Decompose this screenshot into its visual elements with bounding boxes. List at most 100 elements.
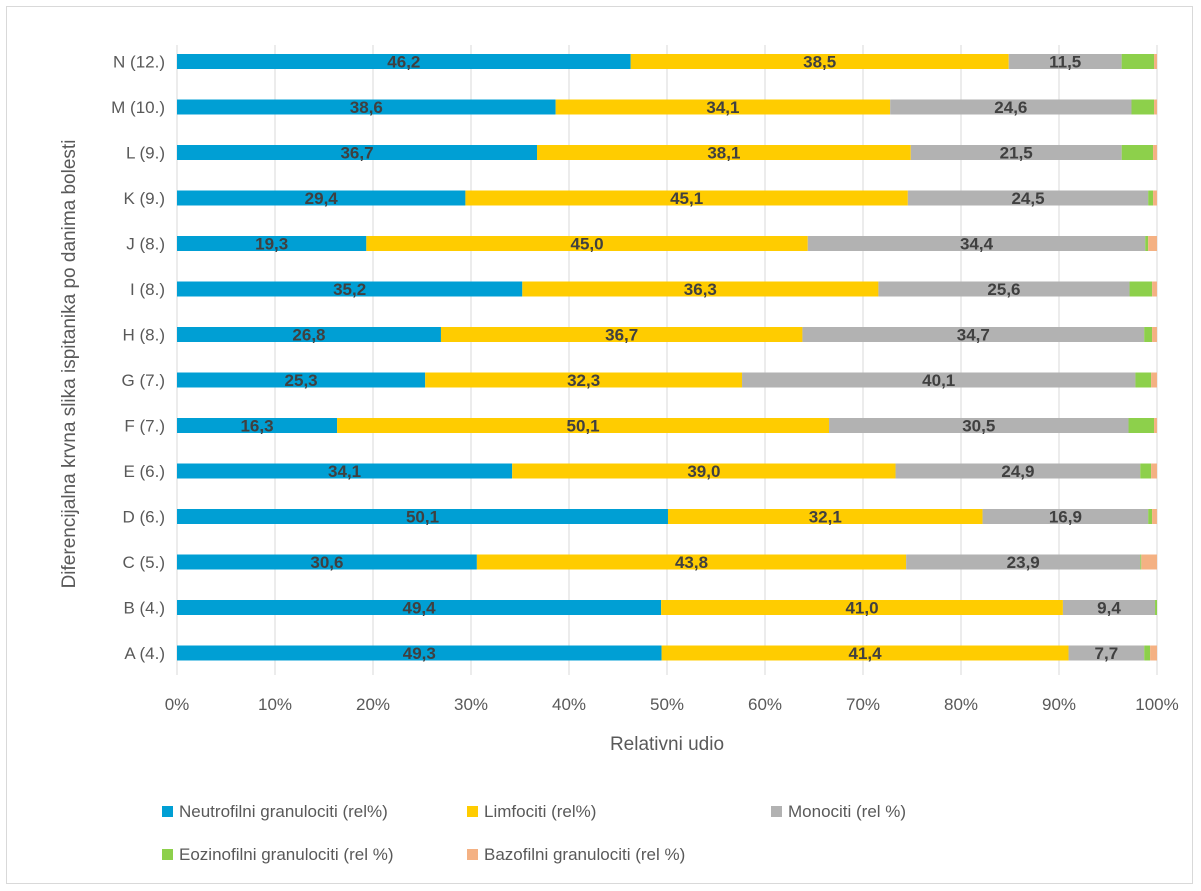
y-category-label: J (8.) [126, 235, 165, 254]
data-label: 30,5 [962, 417, 995, 436]
bar-segment [829, 418, 1129, 433]
y-category-label: L (9.) [126, 144, 165, 163]
bar-segment [512, 463, 896, 479]
bar-segment [537, 145, 911, 160]
bar-segment [1121, 54, 1155, 69]
bar-segment [1155, 600, 1157, 615]
bar-segment [177, 554, 477, 570]
bar-segment [177, 236, 367, 251]
bar-segment [1152, 327, 1157, 342]
data-label: 32,3 [567, 371, 600, 390]
data-label: 41,0 [845, 599, 878, 618]
bar-segment [895, 463, 1141, 479]
data-label: 19,3 [255, 235, 288, 254]
bar-segment [1068, 645, 1145, 661]
y-category-label: E (6.) [123, 462, 165, 481]
bar-segment [1144, 327, 1153, 342]
bar-segment [1154, 418, 1157, 433]
data-label: 9,4 [1097, 599, 1121, 618]
legend-swatch [467, 806, 478, 817]
bar-segment [878, 281, 1130, 297]
bar-segment [177, 463, 513, 479]
y-category-label: G (7.) [122, 371, 165, 390]
y-category-label: A (4.) [124, 644, 165, 663]
bar-segment [1152, 281, 1157, 297]
bar-segment [366, 236, 808, 251]
bars [177, 54, 1157, 661]
y-category-label: H (8.) [123, 326, 166, 345]
bar-segment [1153, 190, 1157, 206]
x-tick-label: 100% [1135, 695, 1178, 714]
bar-segment [177, 418, 338, 433]
data-label: 45,0 [571, 235, 604, 254]
data-label: 25,3 [285, 371, 318, 390]
data-label: 34,7 [957, 326, 990, 345]
data-label: 39,0 [687, 462, 720, 481]
legend: Neutrofilni granulociti (rel%) Limfociti … [162, 802, 906, 864]
bar-segment [667, 509, 983, 524]
bar-segment [906, 554, 1141, 570]
data-label: 50,1 [566, 417, 599, 436]
x-tick-label: 70% [846, 695, 880, 714]
data-label: 16,3 [240, 417, 273, 436]
x-tick-label: 60% [748, 695, 782, 714]
stacked-bar-chart: 49,3 41,4 7,7 49,4 41,0 9,4 30,6 43,8 23,9 50,1 32… [59, 45, 1179, 864]
bar-segment [177, 509, 668, 524]
bar-segment [1153, 145, 1157, 160]
x-tick-label: 50% [650, 695, 684, 714]
bar-segment [1141, 554, 1157, 570]
bar-segment [465, 190, 908, 206]
bar-segment [1121, 145, 1154, 160]
data-label: 11,5 [1049, 53, 1081, 72]
bar-segment [1151, 372, 1157, 388]
bar-segment [177, 99, 556, 115]
bar-segment [630, 54, 1009, 69]
bar-segment [890, 99, 1132, 115]
gridlines [176, 45, 1158, 675]
data-label: 46,2 [387, 53, 420, 72]
x-tick-label: 40% [552, 695, 586, 714]
data-label: 34,4 [960, 235, 994, 254]
bar-segment [440, 327, 803, 342]
data-label: 36,3 [684, 280, 717, 299]
x-tick-label: 80% [944, 695, 978, 714]
data-label: 21,5 [1000, 144, 1033, 163]
bar-segment [1154, 54, 1157, 69]
y-category-label: C (5.) [123, 553, 166, 572]
data-label: 24,6 [994, 98, 1027, 117]
bar-segment [177, 600, 662, 615]
data-label: 50,1 [406, 508, 439, 527]
bar-segment [1148, 190, 1154, 206]
legend-label: Neutrofilni granulociti (rel%) [179, 802, 388, 821]
axis-ticks: 0% 10% 20% 30% 40% 50% 60% 70% 80% 90% 100% A (4.) B… [111, 53, 1179, 715]
data-label: 38,6 [350, 98, 383, 117]
data-label: 35,2 [333, 280, 366, 299]
data-label: 7,7 [1095, 644, 1119, 663]
data-labels: 49,3 41,4 7,7 49,4 41,0 9,4 30,6 43,8 23,9 50,1 32… [240, 53, 1121, 664]
data-label: 30,6 [310, 553, 343, 572]
bar-segment [1148, 509, 1153, 524]
data-label: 16,9 [1049, 508, 1082, 527]
bar-segment [522, 281, 879, 297]
chart-area: 49,3 41,4 7,7 49,4 41,0 9,4 30,6 43,8 23,9 50,1 32… [6, 6, 1193, 884]
bar-segment [177, 281, 523, 297]
data-label: 38,1 [707, 144, 740, 163]
bar-segment [1128, 418, 1155, 433]
data-label: 49,4 [403, 599, 437, 618]
data-label: 32,1 [809, 508, 842, 527]
bar-segment [1062, 600, 1156, 615]
bar-segment [1151, 463, 1157, 479]
bar-segment [1135, 372, 1152, 388]
data-label: 24,5 [1011, 189, 1044, 208]
x-tick-label: 30% [454, 695, 488, 714]
bar-segment [661, 600, 1063, 615]
data-label: 40,1 [922, 371, 955, 390]
x-axis-title: Relativni udio [610, 734, 724, 755]
data-label: 26,8 [292, 326, 325, 345]
data-label: 45,1 [670, 189, 703, 208]
bar-segment [1140, 554, 1142, 570]
legend-swatch [162, 806, 173, 817]
data-label: 24,9 [1001, 462, 1034, 481]
y-category-label: M (10.) [111, 98, 165, 117]
bar-segment [910, 145, 1122, 160]
